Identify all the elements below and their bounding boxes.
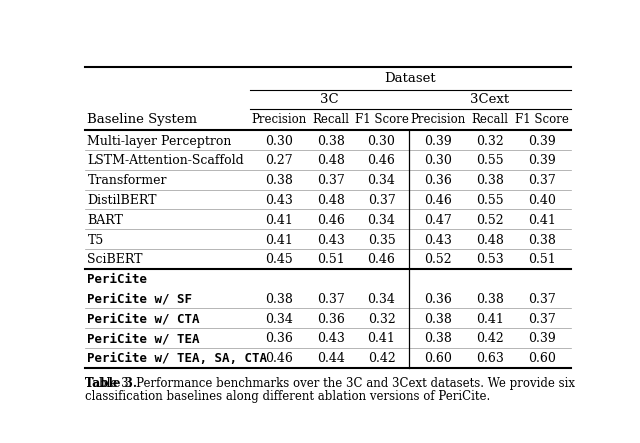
Text: 0.38: 0.38: [424, 313, 452, 326]
Text: 0.38: 0.38: [424, 333, 452, 346]
Text: 0.52: 0.52: [424, 253, 452, 266]
Text: 0.52: 0.52: [476, 214, 504, 227]
Text: 0.55: 0.55: [476, 194, 504, 207]
Text: 0.40: 0.40: [528, 194, 556, 207]
Text: 0.30: 0.30: [424, 155, 452, 167]
Text: 0.37: 0.37: [529, 313, 556, 326]
Text: 0.30: 0.30: [367, 135, 396, 148]
Text: PeriCite w/ TEA, SA, CTA: PeriCite w/ TEA, SA, CTA: [88, 352, 268, 365]
Text: 3C: 3C: [320, 93, 339, 106]
Text: PeriCite: PeriCite: [88, 273, 147, 286]
Text: 0.36: 0.36: [424, 293, 452, 306]
Text: Table 3. Performance benchmarks over the 3C and 3Cext datasets. We provide six: Table 3. Performance benchmarks over the…: [85, 377, 575, 389]
Text: LSTM-Attention-Scaffold: LSTM-Attention-Scaffold: [88, 155, 244, 167]
Text: Baseline System: Baseline System: [88, 113, 197, 126]
Text: 0.37: 0.37: [367, 194, 396, 207]
Text: 0.39: 0.39: [529, 155, 556, 167]
Text: T5: T5: [88, 233, 104, 247]
Text: 0.37: 0.37: [529, 293, 556, 306]
Text: 0.37: 0.37: [529, 174, 556, 187]
Text: F1 Score: F1 Score: [355, 113, 408, 126]
Text: classification baselines along different ablation versions of PeriCite.: classification baselines along different…: [85, 390, 490, 403]
Text: 0.32: 0.32: [476, 135, 504, 148]
Text: 0.48: 0.48: [476, 233, 504, 247]
Text: 0.63: 0.63: [476, 352, 504, 365]
Text: 0.37: 0.37: [317, 174, 344, 187]
Text: 0.41: 0.41: [476, 313, 504, 326]
Text: Transformer: Transformer: [88, 174, 167, 187]
Text: PeriCite w/ TEA: PeriCite w/ TEA: [88, 333, 200, 346]
Text: 0.27: 0.27: [265, 155, 292, 167]
Text: 0.60: 0.60: [424, 352, 452, 365]
Text: 0.41: 0.41: [528, 214, 556, 227]
Text: 0.46: 0.46: [317, 214, 345, 227]
Text: Multi-layer Perceptron: Multi-layer Perceptron: [88, 135, 232, 148]
Text: 0.43: 0.43: [424, 233, 452, 247]
Text: PeriCite w/ CTA: PeriCite w/ CTA: [88, 313, 200, 326]
Text: 0.60: 0.60: [528, 352, 556, 365]
Text: 0.38: 0.38: [317, 135, 345, 148]
Text: 0.34: 0.34: [367, 214, 396, 227]
Text: 0.46: 0.46: [424, 194, 452, 207]
Text: 0.39: 0.39: [529, 333, 556, 346]
Text: 0.53: 0.53: [476, 253, 504, 266]
Text: BART: BART: [88, 214, 124, 227]
Text: Recall: Recall: [312, 113, 349, 126]
Text: 0.55: 0.55: [476, 155, 504, 167]
Text: 0.47: 0.47: [424, 214, 452, 227]
Text: 0.41: 0.41: [367, 333, 396, 346]
Text: 0.34: 0.34: [367, 174, 396, 187]
Text: 0.39: 0.39: [529, 135, 556, 148]
Text: 0.42: 0.42: [476, 333, 504, 346]
Text: 0.30: 0.30: [264, 135, 292, 148]
Text: 0.34: 0.34: [367, 293, 396, 306]
Text: Recall: Recall: [472, 113, 509, 126]
Text: SciBERT: SciBERT: [88, 253, 143, 266]
Text: 0.41: 0.41: [264, 233, 292, 247]
Text: 0.38: 0.38: [264, 293, 292, 306]
Text: 0.48: 0.48: [317, 155, 345, 167]
Text: 0.43: 0.43: [317, 333, 345, 346]
Text: 0.38: 0.38: [264, 174, 292, 187]
Text: 0.46: 0.46: [367, 253, 396, 266]
Text: 0.48: 0.48: [317, 194, 345, 207]
Text: Precision: Precision: [410, 113, 465, 126]
Text: 0.32: 0.32: [367, 313, 396, 326]
Text: 0.41: 0.41: [264, 214, 292, 227]
Text: 0.51: 0.51: [529, 253, 556, 266]
Text: 0.37: 0.37: [317, 293, 344, 306]
Text: 0.44: 0.44: [317, 352, 345, 365]
Text: 0.42: 0.42: [367, 352, 396, 365]
Text: 0.51: 0.51: [317, 253, 344, 266]
Text: 0.46: 0.46: [367, 155, 396, 167]
Text: 0.36: 0.36: [264, 333, 292, 346]
Text: 0.46: 0.46: [264, 352, 292, 365]
Text: 0.35: 0.35: [367, 233, 396, 247]
Text: 0.43: 0.43: [264, 194, 292, 207]
Text: 3Cext: 3Cext: [470, 93, 509, 106]
Text: Table 3.: Table 3.: [85, 377, 137, 389]
Text: 0.36: 0.36: [317, 313, 345, 326]
Text: DistilBERT: DistilBERT: [88, 194, 157, 207]
Text: 0.45: 0.45: [265, 253, 292, 266]
Text: 0.38: 0.38: [476, 293, 504, 306]
Text: Precision: Precision: [251, 113, 306, 126]
Text: 0.43: 0.43: [317, 233, 345, 247]
Text: PeriCite w/ SF: PeriCite w/ SF: [88, 293, 193, 306]
Text: 0.38: 0.38: [528, 233, 556, 247]
Text: Dataset: Dataset: [385, 72, 436, 85]
Text: 0.39: 0.39: [424, 135, 452, 148]
Text: F1 Score: F1 Score: [515, 113, 569, 126]
Text: 0.38: 0.38: [476, 174, 504, 187]
Text: 0.34: 0.34: [264, 313, 292, 326]
Text: 0.36: 0.36: [424, 174, 452, 187]
